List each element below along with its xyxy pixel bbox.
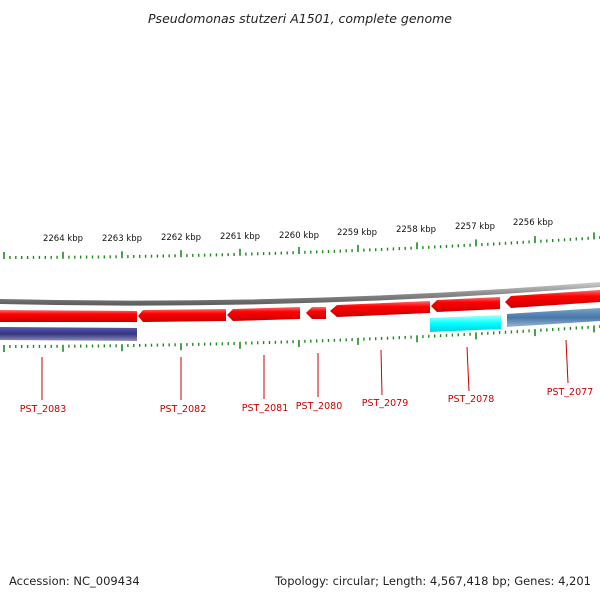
scale-label: 2258 kbp — [396, 225, 436, 235]
scale-label: 2263 kbp — [102, 234, 142, 244]
scale-ticks-outer — [3, 232, 600, 259]
genome-summary-text: Topology: circular; Length: 4,567,418 bp… — [274, 574, 591, 588]
gene-label-pst-2083[interactable]: PST_2083 — [20, 404, 67, 415]
scale-label: 2262 kbp — [161, 233, 201, 243]
gene-label-pst-2080[interactable]: PST_2080 — [296, 401, 343, 412]
feature-bar-cyan[interactable] — [430, 315, 501, 332]
feature-bar-steel[interactable] — [507, 308, 600, 327]
genome-backbone — [0, 282, 600, 306]
gene-arrow-pst-2083[interactable] — [0, 310, 137, 322]
feature-bar-navy[interactable] — [0, 327, 137, 341]
scale-label: 2261 kbp — [220, 232, 260, 242]
gene-arrow-pst-2082[interactable] — [138, 309, 226, 322]
gene-label-pst-2078[interactable]: PST_2078 — [448, 394, 495, 405]
accession-text: Accession: NC_009434 — [9, 574, 140, 588]
scale-ticks-inner — [3, 325, 600, 352]
gene-arrow-pst-2077[interactable] — [505, 290, 600, 308]
gene-label-pst-2079[interactable]: PST_2079 — [362, 398, 409, 409]
scale-label: 2256 kbp — [513, 218, 553, 228]
scale-label: 2259 kbp — [337, 228, 377, 238]
gene-label-pst-2082[interactable]: PST_2082 — [160, 404, 207, 415]
map-title: Pseudomonas stutzeri A1501, complete gen… — [148, 11, 452, 26]
scale-label: 2260 kbp — [279, 231, 319, 241]
gene-label-pst-2081[interactable]: PST_2081 — [242, 403, 289, 414]
scale-label: 2264 kbp — [43, 234, 83, 244]
gene-label-pst-2077[interactable]: PST_2077 — [547, 387, 594, 398]
gene-arrow-pst-2078[interactable] — [431, 297, 500, 312]
gene-arrow-pst-2079[interactable] — [330, 301, 430, 317]
gene-arrow-pst-2081[interactable] — [227, 307, 300, 321]
gene-leader-lines — [41, 339, 569, 400]
gene-arrow-pst-2080[interactable] — [306, 307, 326, 319]
scale-label: 2257 kbp — [455, 222, 495, 232]
